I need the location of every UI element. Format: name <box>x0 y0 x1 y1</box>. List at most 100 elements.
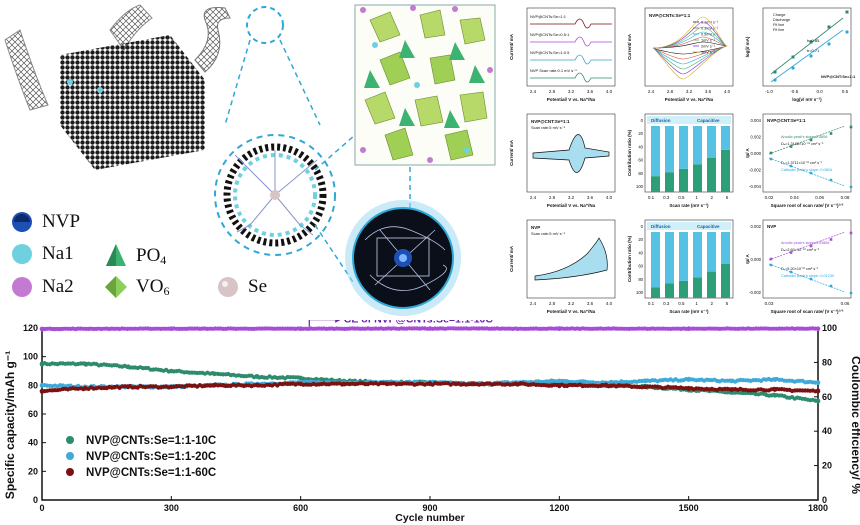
data-point <box>772 377 778 382</box>
panel-tick-label: -0.5 <box>790 89 798 94</box>
panel-frame <box>762 7 852 87</box>
panel-ytick-label: 80 <box>638 171 643 176</box>
panel-xlabel: Square root of scan rate/ (V s⁻¹)¹ᐟ² <box>771 203 844 208</box>
panel-tick-label: 0.5 <box>678 195 685 200</box>
data-point <box>513 381 519 387</box>
x-tick-label: 1800 <box>808 503 828 513</box>
x-axis-label: Cycle number <box>395 512 464 524</box>
na1-icon <box>12 244 32 264</box>
y2-tick-label: 60 <box>822 392 832 402</box>
panel-xlabel: Potential/ V vs. Na⁺/Na <box>547 97 596 102</box>
structure-legend: NVP Na1 Na2 PO4 VO6 Se <box>6 200 306 315</box>
cv-stack-label: NVP@CNTs:Se=0.5:1 <box>530 32 570 37</box>
data-point <box>849 291 853 295</box>
panel-ylabel: Current/ mA <box>509 33 514 60</box>
anodic-slope: Anodic peak's slope:0.03886 <box>781 241 829 245</box>
y-tick-label: 60 <box>28 409 38 419</box>
y-tick-label: 100 <box>23 352 38 362</box>
panel-tick-label: 0.3 <box>663 301 670 306</box>
legend-na2: Na2 <box>10 275 74 299</box>
legend-entry: Diffusion <box>651 224 671 229</box>
fit-line <box>768 125 846 155</box>
panel-subtitle: Scan rate:5 mV s⁻¹ <box>531 125 566 130</box>
series-2 <box>39 376 821 390</box>
ce-arrow <box>308 320 336 327</box>
se-core <box>270 190 280 200</box>
data-point <box>169 368 174 374</box>
y-tick-label: 120 <box>23 323 38 333</box>
panel-tick-label: 3.2 <box>568 195 575 200</box>
panel-ytick-label: 0.002 <box>751 135 762 140</box>
panel-tick-label: 2.4 <box>530 89 537 94</box>
panel-tick-label: 2.4 <box>530 195 537 200</box>
fit-line <box>768 263 846 293</box>
nanotube-right <box>194 7 231 73</box>
y-axis-label: Specific capacity/mAh g⁻¹ <box>3 351 17 499</box>
data-point <box>815 388 821 394</box>
cathodic-slope: Cathodic peak's slope:-0.01230 <box>781 274 834 278</box>
data-point <box>829 132 833 135</box>
data-point <box>298 326 304 331</box>
legend-entry: Fit line <box>773 28 784 32</box>
fit-b2: b=0.71 <box>807 48 820 53</box>
data-point <box>815 380 821 385</box>
mini-panel-contrib-2: Scan rate (mV s⁻¹) Contribution ratio (%)… <box>627 219 734 314</box>
panel-xlabel: log(v/ mV s⁻¹) <box>792 97 822 102</box>
panel-ylabel: Current/ mA <box>509 139 514 166</box>
data-point <box>298 375 304 381</box>
legend-entry: NVP@CNTs:Se=1:1-60C <box>86 467 216 479</box>
data-point <box>470 381 476 387</box>
x-tick-label: 600 <box>293 503 308 513</box>
panel-ylabel: Current/ mA <box>509 245 514 272</box>
x-tick-label: 0 <box>39 503 44 513</box>
fit-line <box>770 29 844 83</box>
diffusion-bar <box>707 232 716 272</box>
panel-ylabel: Contribution ratio (%) <box>627 129 632 176</box>
mini-panel-cv-nvp: Potential/ V vs. Na⁺/Na Current/ mA 2.4 2.8… <box>509 219 616 314</box>
data-point <box>557 383 562 388</box>
panel-tick-label: 2.4 <box>648 89 655 94</box>
legend-entry: Discharge <box>773 18 790 22</box>
panel-tick-label: 2 <box>711 301 714 306</box>
data-point <box>82 385 88 391</box>
diffusion-bar <box>707 126 716 158</box>
d-cathodic: D꜀=5.20×10⁻¹² cm² s⁻¹ <box>781 267 819 271</box>
panel-label: NVP@CNT:Se=1:1 <box>821 74 856 79</box>
data-point <box>729 387 735 392</box>
panel-tick-label: 0.02 <box>765 195 774 200</box>
panel-xlabel: Potential/ V vs. Na⁺/Na <box>547 203 596 208</box>
data-point <box>125 384 131 390</box>
data-point <box>849 125 853 129</box>
y-tick-label: 80 <box>28 380 38 390</box>
panel-xlabel: Square root of scan rate/ (V s⁻¹)¹ᐟ² <box>771 309 844 314</box>
data-point <box>298 381 304 387</box>
se-icon <box>218 277 238 297</box>
panel-title: NVP@CNT:Se=1:1 <box>531 119 570 124</box>
data-point <box>39 388 45 394</box>
data-point <box>125 364 131 369</box>
data-point <box>686 326 691 331</box>
data-point <box>809 277 813 281</box>
panel-frame <box>526 7 616 87</box>
data-point <box>427 326 433 331</box>
data-point <box>849 231 853 235</box>
cv-curve <box>530 18 612 29</box>
nanotube-left <box>4 29 49 111</box>
capacitive-bar <box>693 277 702 298</box>
panel-ytick-label: 40 <box>638 144 643 149</box>
legend-entry: 5mV s⁻¹ <box>701 51 716 55</box>
data-point <box>789 270 793 274</box>
po4-icon <box>106 244 126 266</box>
legend-nvp: NVP <box>10 210 80 234</box>
legend-se: Se <box>216 275 267 299</box>
panel-tick-label: 3.2 <box>568 301 575 306</box>
panel-tick-label: 5 <box>726 301 729 306</box>
data-point <box>829 178 833 182</box>
panel-tick-label: 1 <box>695 301 698 306</box>
diffusion-bar <box>721 232 730 264</box>
data-point <box>809 54 813 58</box>
data-point <box>600 383 605 388</box>
data-point <box>815 326 821 331</box>
capacitive-bar <box>665 283 674 298</box>
panel-ytick-label: 0.002 <box>751 224 762 229</box>
